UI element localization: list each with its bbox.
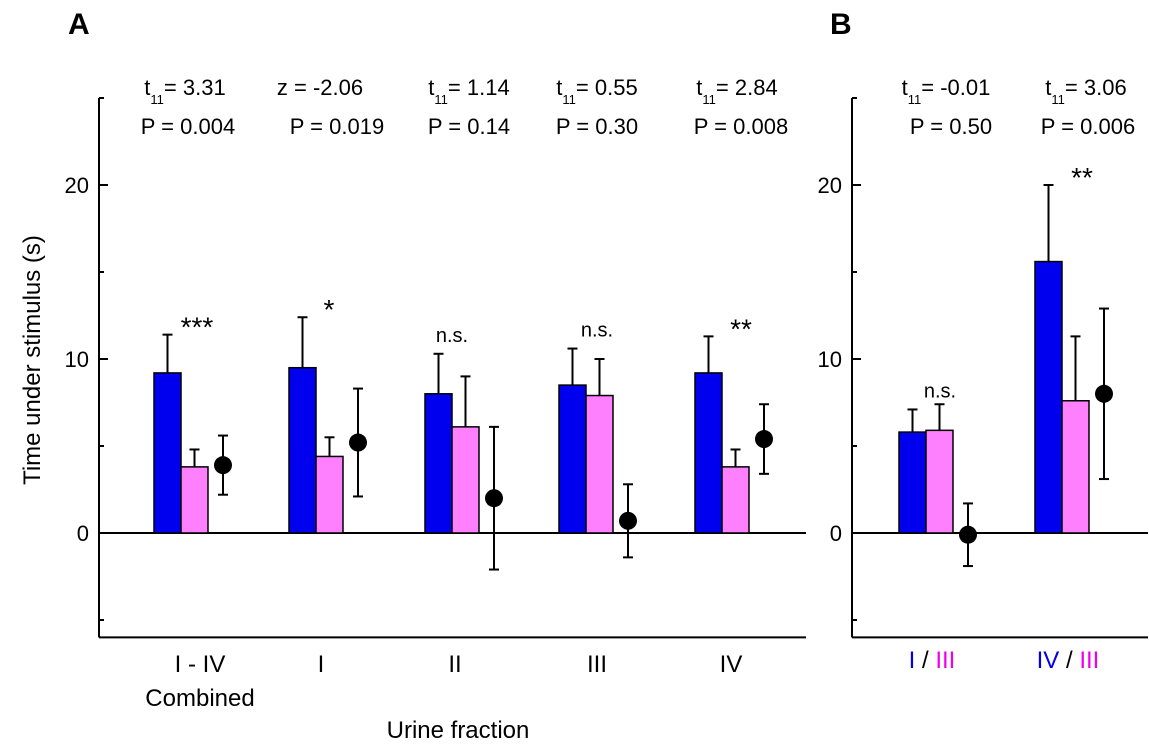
panel-b-y-tick-label: 20 bbox=[818, 173, 842, 198]
panel-a-p-value: P = 0.019 bbox=[290, 114, 384, 139]
panel-a-blue-bar bbox=[153, 372, 182, 534]
panel-b-label: B bbox=[830, 8, 852, 41]
panel-a-mean-point bbox=[485, 489, 503, 508]
panel-a-significance-mark: n.s. bbox=[581, 320, 613, 342]
panel-b-plot: 0 10 20 t11= -0.01 P = 0.50 n.s. t11= 3.06 P = … bbox=[818, 75, 1148, 674]
panel-a-p-value: P = 0.004 bbox=[141, 114, 235, 139]
panel-a-significance-mark: *** bbox=[181, 312, 214, 343]
panel-b-test-statistic: t11= -0.01 bbox=[902, 75, 991, 107]
panel-a-mean-point bbox=[755, 430, 773, 449]
panel-a-blue-bar bbox=[424, 393, 453, 534]
panel-a-x-tick-label: IV bbox=[720, 651, 743, 678]
x-axis-label: Urine fraction bbox=[387, 717, 530, 744]
panel-a-pink-bar bbox=[315, 455, 344, 534]
panel-a-test-statistic: t11= 1.14 bbox=[428, 75, 509, 107]
panel-a-test-statistic: t11= 3.31 bbox=[144, 75, 225, 107]
panel-a-pink-bar bbox=[721, 466, 750, 534]
panel-a-x-tick-label: III bbox=[587, 651, 607, 678]
panel-b-p-value: P = 0.50 bbox=[910, 114, 992, 139]
panel-a-pink-bar bbox=[180, 466, 209, 534]
panel-a-test-statistic: t11= 2.84 bbox=[696, 75, 777, 107]
panel-a-y-tick-label: 10 bbox=[65, 347, 89, 372]
panel-a-blue-bar bbox=[558, 384, 587, 534]
panel-a-y-tick-label: 20 bbox=[65, 173, 89, 198]
panel-b-pink-bar bbox=[1061, 400, 1090, 534]
panel-b-y-tick-label: 0 bbox=[830, 521, 842, 546]
panel-a-significance-mark: n.s. bbox=[436, 325, 468, 347]
panel-a-x-tick-label: II bbox=[448, 651, 461, 678]
panel-a-x-tick-label: I - IV bbox=[175, 651, 226, 678]
panel-b-y-tick-label: 10 bbox=[818, 347, 842, 372]
panel-a-significance-mark: * bbox=[324, 294, 335, 325]
panel-a-mean-point bbox=[619, 511, 637, 530]
panel-a-y-tick-label: 0 bbox=[77, 521, 89, 546]
panel-b-blue-bar bbox=[1034, 260, 1063, 534]
panel-a-p-value: P = 0.14 bbox=[428, 114, 510, 139]
panel-b-x-tick-label: I / III bbox=[909, 647, 956, 674]
panel-b-x-tick-label: IV / III bbox=[1037, 647, 1100, 674]
panel-a-mean-point bbox=[214, 456, 232, 475]
panel-b-blue-bar bbox=[898, 431, 927, 534]
panel-a-blue-bar bbox=[694, 372, 723, 534]
panel-b-mean-point bbox=[959, 525, 977, 544]
panel-a-x-tick-sublabel: Combined bbox=[145, 685, 254, 712]
panel-b-p-value: P = 0.006 bbox=[1041, 114, 1135, 139]
panel-a-x-tick-label: I bbox=[318, 651, 325, 678]
panel-a-pink-bar bbox=[585, 394, 614, 534]
panel-a-p-value: P = 0.008 bbox=[694, 114, 788, 139]
panel-b-test-statistic: t11= 3.06 bbox=[1045, 75, 1126, 107]
panel-a-blue-bar bbox=[288, 366, 317, 534]
panel-a-pink-bar bbox=[451, 426, 480, 534]
panel-a-significance-mark: ** bbox=[730, 313, 752, 344]
panel-a-mean-point bbox=[349, 433, 367, 452]
panel-a-test-statistic: t11= 0.55 bbox=[556, 75, 637, 107]
y-axis-label: Time under stimulus (s) bbox=[19, 235, 46, 485]
panel-b-significance-mark: n.s. bbox=[924, 380, 956, 402]
panel-b-mean-point bbox=[1095, 384, 1113, 403]
panel-a-test-statistic: z = -2.06 bbox=[277, 75, 363, 100]
panel-a-p-value: P = 0.30 bbox=[556, 114, 638, 139]
panel-b-pink-bar bbox=[925, 429, 954, 534]
panel-b-significance-mark: ** bbox=[1071, 162, 1093, 193]
panel-a-label: A bbox=[68, 8, 90, 41]
